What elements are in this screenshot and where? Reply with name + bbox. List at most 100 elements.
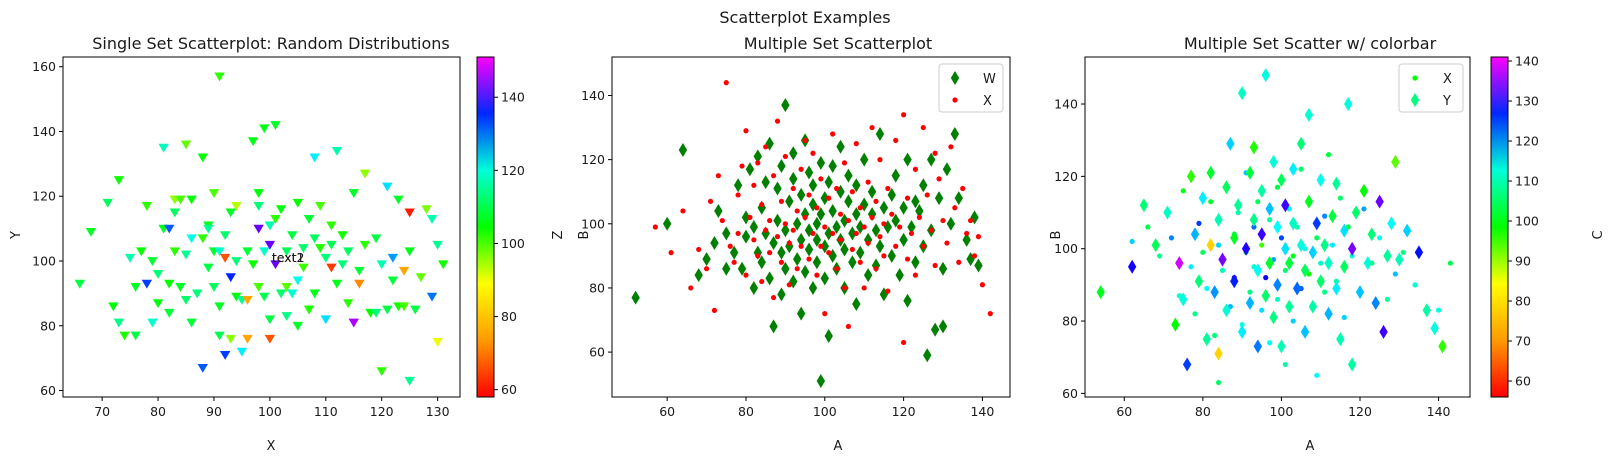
data-point <box>881 221 887 227</box>
data-point <box>1363 256 1373 271</box>
data-point <box>247 137 259 147</box>
legend-marker <box>952 97 958 103</box>
x-tick-label: 80 <box>738 404 754 419</box>
data-point <box>1257 227 1266 242</box>
data-point <box>790 185 796 192</box>
data-point <box>785 239 794 254</box>
data-point <box>247 260 259 270</box>
data-point <box>916 214 922 220</box>
data-point <box>778 259 785 265</box>
data-point <box>1400 249 1406 255</box>
data-point <box>867 184 877 199</box>
data-point <box>844 194 853 209</box>
data-point <box>186 195 197 205</box>
data-point <box>652 224 658 230</box>
data-point <box>1202 332 1211 347</box>
y-tick-label: 60 <box>589 345 605 360</box>
data-point <box>895 268 904 283</box>
data-point <box>830 131 836 137</box>
data-point <box>743 272 749 278</box>
x-tick-label: 140 <box>970 404 994 419</box>
data-point <box>814 205 820 211</box>
data-point <box>1438 339 1447 354</box>
data-point <box>857 205 863 211</box>
data-point <box>331 279 343 289</box>
data-point <box>837 237 844 243</box>
data-point <box>975 234 982 240</box>
data-point <box>944 240 950 246</box>
data-point <box>763 227 769 233</box>
data-point <box>923 348 932 363</box>
data-point <box>287 231 298 241</box>
data-point <box>859 152 869 167</box>
data-point <box>881 253 887 259</box>
colorbar-tick-label: 80 <box>501 309 517 324</box>
data-point <box>920 124 926 131</box>
data-point <box>763 144 769 150</box>
data-point <box>946 216 956 231</box>
data-point <box>331 147 343 156</box>
data-point <box>971 253 978 259</box>
data-point <box>1249 140 1259 155</box>
data-point <box>242 334 253 344</box>
data-point <box>1230 274 1239 289</box>
data-point <box>102 198 113 208</box>
data-point <box>668 250 674 256</box>
y-tick-label: 160 <box>32 59 56 74</box>
data-point <box>808 197 818 212</box>
legend: WX <box>938 63 1004 113</box>
data-point <box>869 214 875 220</box>
data-point <box>893 137 899 143</box>
legend-label: W <box>983 72 996 87</box>
x-tick-label: 80 <box>150 404 166 419</box>
x-tick-label: 120 <box>1348 404 1372 419</box>
data-point <box>912 166 919 172</box>
data-point <box>348 189 359 198</box>
data-point <box>1265 201 1274 216</box>
x-tick-label: 100 <box>1269 404 1293 419</box>
data-point <box>774 234 781 240</box>
data-point <box>897 224 903 230</box>
y-tick-label: 60 <box>1062 386 1078 401</box>
data-point <box>741 229 751 244</box>
data-point <box>796 187 806 202</box>
data-point <box>259 292 270 302</box>
data-point <box>136 247 147 257</box>
data-point <box>802 137 808 143</box>
data-point <box>782 221 788 227</box>
data-point <box>1273 277 1282 292</box>
data-point <box>370 234 382 244</box>
x-tick-label: 80 <box>1195 404 1211 419</box>
data-point <box>1322 289 1328 295</box>
data-point <box>1269 154 1278 169</box>
data-point <box>749 220 759 234</box>
data-point <box>208 189 220 198</box>
data-point <box>275 289 287 299</box>
data-point <box>281 247 292 257</box>
data-point <box>236 347 248 357</box>
data-point <box>1274 184 1281 190</box>
data-point <box>1196 220 1202 226</box>
data-point <box>1157 253 1163 259</box>
data-point <box>739 163 745 169</box>
data-point <box>1332 281 1341 296</box>
data-point <box>264 334 276 344</box>
data-point <box>865 179 871 185</box>
data-point <box>231 257 242 266</box>
data-point <box>769 319 778 334</box>
data-point <box>1263 275 1269 281</box>
data-point <box>1212 332 1218 339</box>
data-point <box>861 224 867 230</box>
data-point <box>1127 259 1137 274</box>
data-point <box>840 213 849 228</box>
data-point <box>1096 285 1105 300</box>
data-point <box>885 185 891 192</box>
data-point <box>834 185 840 192</box>
data-point <box>901 339 907 346</box>
data-point <box>761 226 770 241</box>
data-point <box>326 221 337 231</box>
data-point <box>1188 264 1194 270</box>
data-point <box>85 227 97 237</box>
data-point <box>141 279 153 289</box>
